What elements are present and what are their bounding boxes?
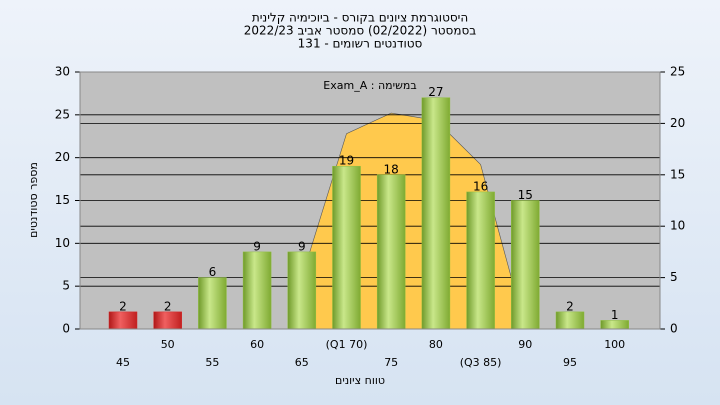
bar [108, 311, 138, 330]
data-label: 9 [298, 239, 306, 253]
bar [287, 251, 317, 330]
title-line: בסמסטר (02/2022) סמסטר אביב 2022/23 [244, 24, 476, 38]
x-tick-label: 65 [295, 356, 309, 369]
x-axis-title: טווח ציונים [335, 374, 385, 387]
plot-border [79, 71, 661, 330]
y-tick-label: 25 [55, 107, 70, 121]
data-label: 15 [518, 188, 533, 202]
bar [153, 311, 182, 330]
x-tick-label: (Q1 70) [326, 338, 368, 351]
y-tick-label: 5 [62, 279, 70, 293]
y2-tick-label: 15 [670, 167, 685, 181]
y2-tick-label: 0 [670, 322, 678, 336]
y-tick-label: 30 [55, 65, 70, 79]
data-label: 2 [566, 299, 574, 313]
title-line: היסטוגרמת ציונים בקורס - ביוכימיה קלינית [252, 11, 468, 25]
data-label: 9 [253, 239, 261, 253]
bar [242, 251, 272, 330]
title-line: סטודנטים רשומים - 131 [298, 37, 423, 51]
data-label: 19 [339, 154, 354, 168]
y-tick-label: 20 [55, 150, 70, 164]
y2-tick-label: 10 [670, 219, 685, 233]
bar [555, 311, 585, 330]
x-tick-label: 60 [250, 338, 264, 351]
y2-tick-label: 20 [670, 116, 685, 130]
data-label: 2 [119, 299, 127, 313]
data-label: 16 [473, 179, 488, 193]
bar [421, 97, 451, 330]
x-tick-label: 55 [205, 356, 219, 369]
data-label: 18 [384, 162, 399, 176]
y-axis-title: מספר סטודנטים [27, 162, 40, 238]
x-tick-label: 100 [604, 338, 625, 351]
annotation: במשימה : Exam_A [323, 79, 416, 92]
y2-tick-label: 5 [670, 270, 678, 284]
y-tick-label: 10 [55, 236, 70, 250]
x-tick-label: 90 [518, 338, 532, 351]
data-label: 6 [209, 265, 217, 279]
x-tick-label: 45 [116, 356, 130, 369]
x-tick-label: 80 [429, 338, 443, 351]
y-tick-label: 0 [62, 322, 70, 336]
data-label: 1 [611, 308, 619, 322]
x-tick-label: 95 [563, 356, 577, 369]
bar [466, 191, 495, 330]
x-tick-label: 50 [161, 338, 175, 351]
bar [332, 165, 361, 330]
bar [376, 174, 406, 330]
bar [511, 200, 540, 330]
bar [198, 277, 227, 330]
data-label: 2 [164, 299, 172, 313]
x-tick-label: 75 [384, 356, 398, 369]
data-label: 27 [428, 85, 443, 99]
y-tick-label: 15 [55, 193, 70, 207]
y2-tick-label: 25 [670, 65, 685, 79]
x-tick-label: (Q3 85) [460, 356, 502, 369]
